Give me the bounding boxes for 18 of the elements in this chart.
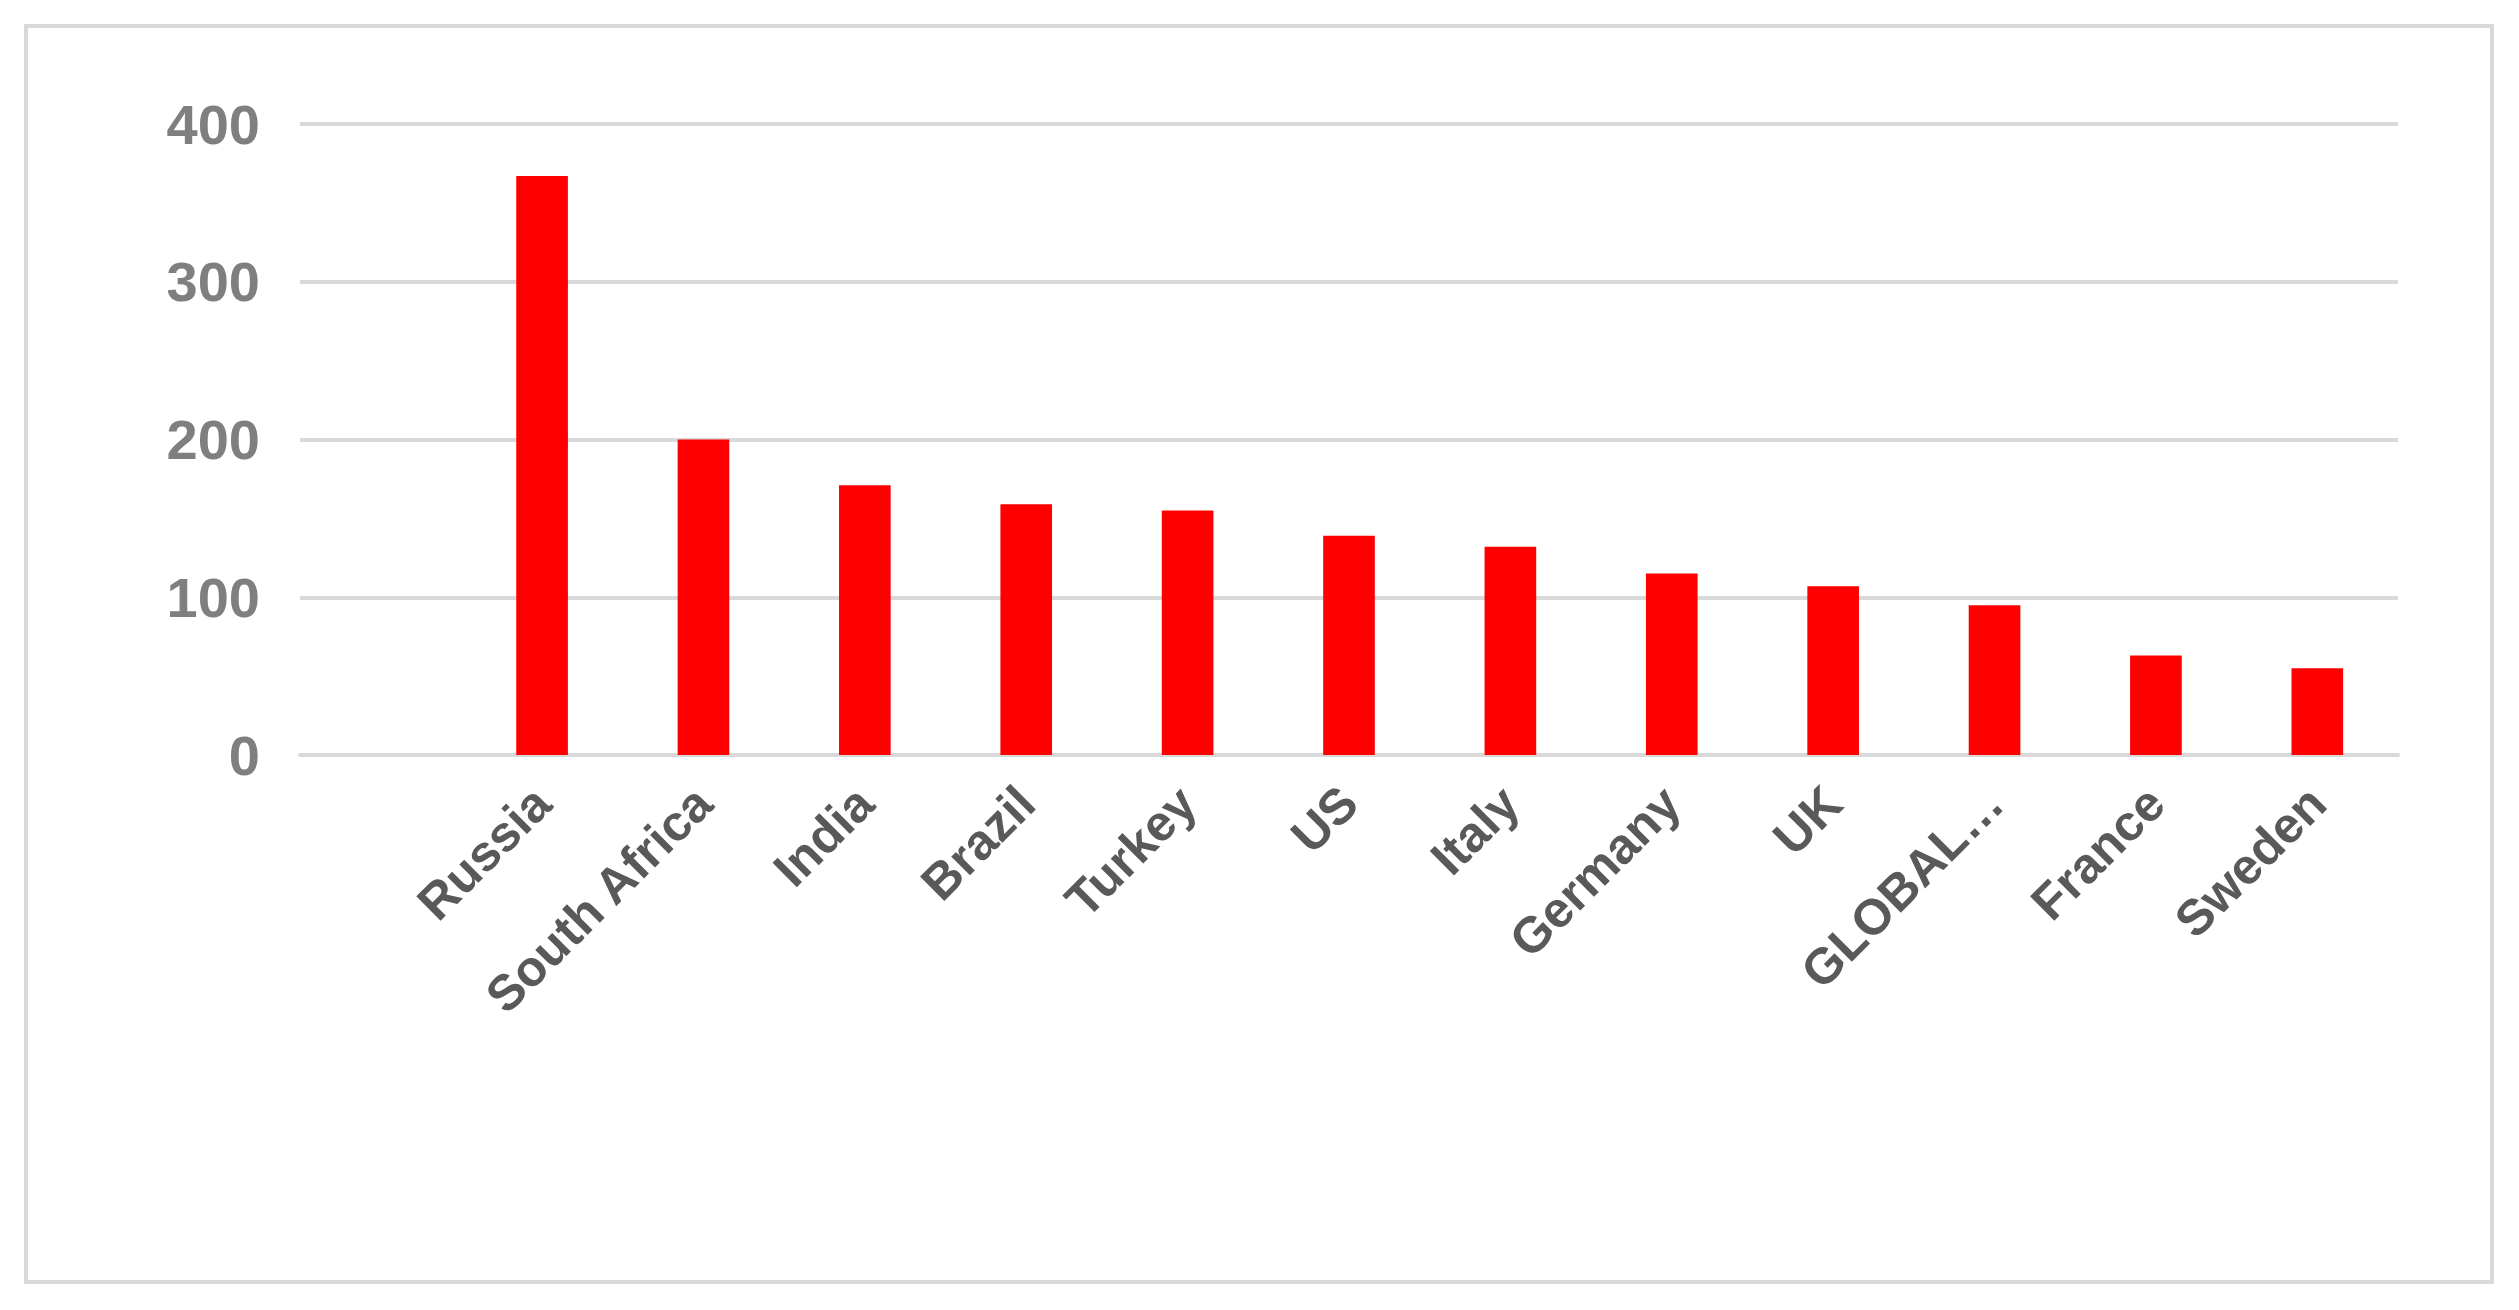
bar — [1968, 605, 2021, 755]
bar — [1323, 535, 1375, 755]
bar — [677, 439, 730, 755]
x-tick-label: US — [1280, 775, 1369, 864]
y-tick-label: 300 — [166, 250, 260, 314]
bar — [1645, 573, 1698, 755]
bar — [2291, 668, 2344, 755]
y-tick-label: 200 — [166, 408, 260, 471]
bar — [1000, 504, 1053, 755]
bar — [1484, 546, 1537, 755]
y-tick-label: 0 — [228, 723, 260, 787]
bar — [516, 176, 568, 755]
y-tick-label: 400 — [166, 92, 260, 156]
bar — [1807, 586, 1859, 755]
bar — [2130, 655, 2182, 755]
bar — [839, 485, 891, 755]
y-tick-label: 100 — [166, 565, 260, 629]
bar — [1161, 510, 1214, 755]
